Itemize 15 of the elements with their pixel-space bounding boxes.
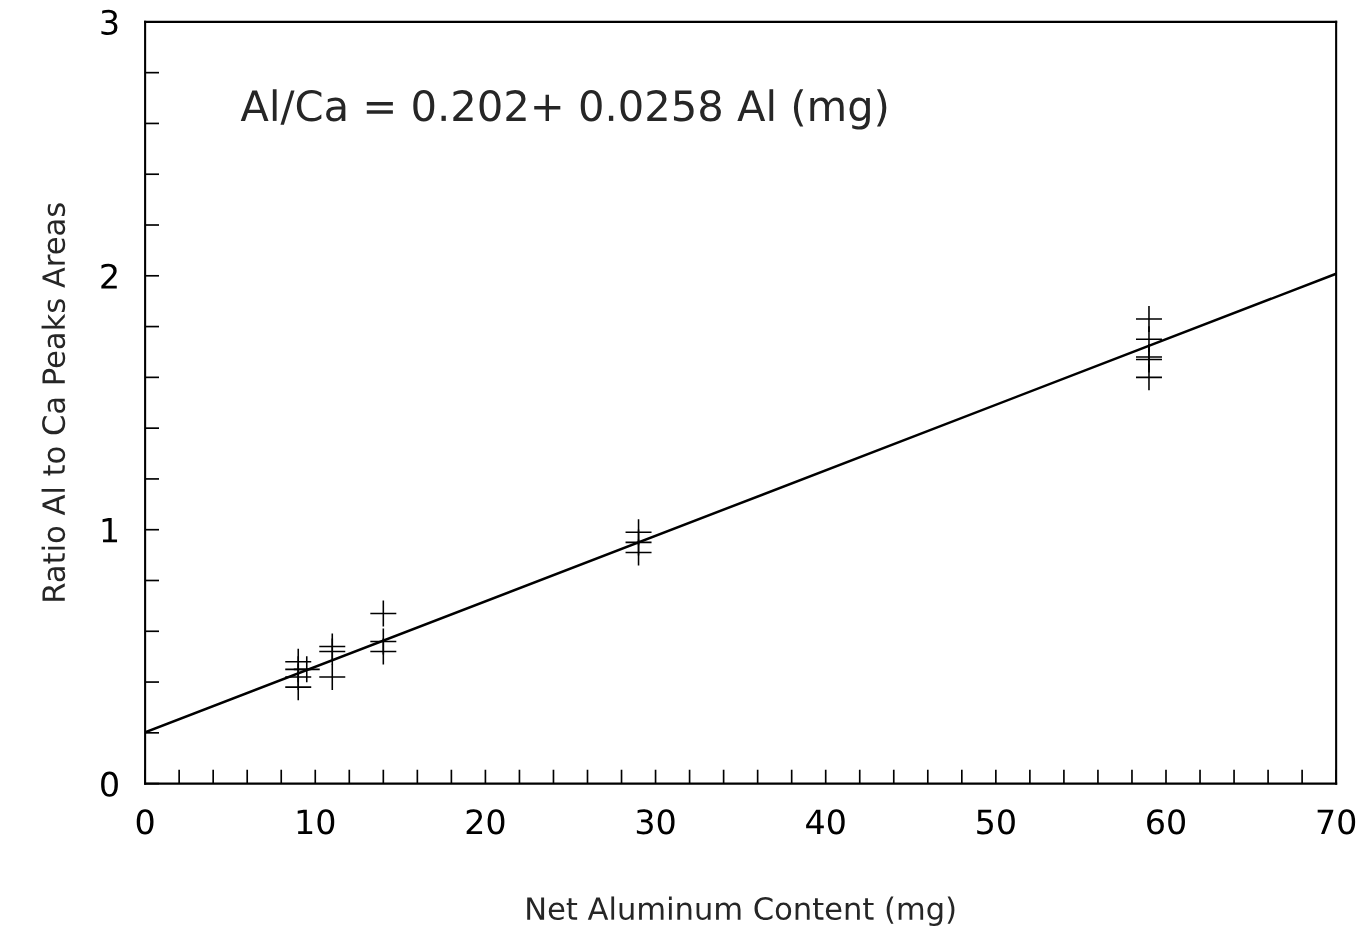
y-tick-label: 0 <box>101 771 118 797</box>
x-tick-label: 0 <box>136 809 154 835</box>
y-axis-title: Ratio Al to Ca Peaks Areas <box>41 203 66 601</box>
x-tick-label: 10 <box>297 809 335 835</box>
x-tick-label: 70 <box>1317 809 1356 835</box>
x-axis-title: Net Aluminum Content (mg) <box>527 896 955 927</box>
x-tick-label: 30 <box>636 809 675 835</box>
y-tick-label: 3 <box>101 9 118 36</box>
y-tick-label: 1 <box>102 518 118 543</box>
x-tick-label: 50 <box>977 809 1015 835</box>
annotation: Al/Ca = 0.202+ 0.0258 Al (mg) <box>240 89 887 130</box>
y-tick-label: 2 <box>101 263 117 289</box>
x-tick-label: 40 <box>806 809 845 835</box>
x-tick-label: 60 <box>1147 809 1185 835</box>
x-tick-label: 20 <box>466 809 505 835</box>
